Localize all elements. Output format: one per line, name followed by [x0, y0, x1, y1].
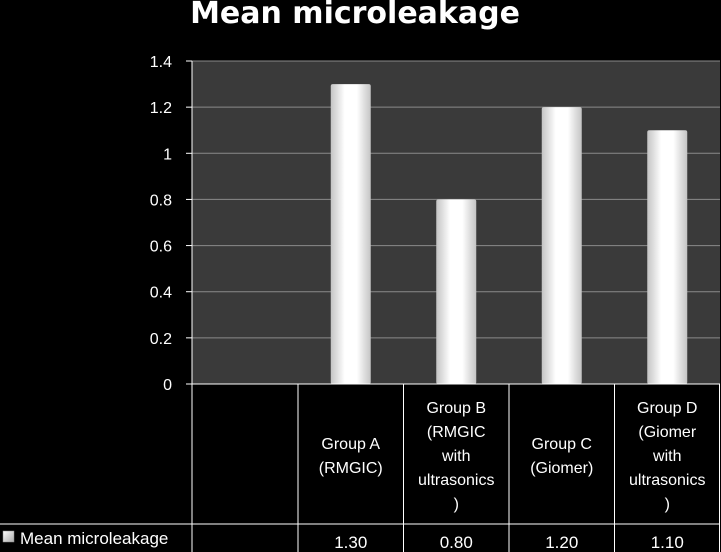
- x-category-label-line: ultrasonics: [418, 472, 494, 489]
- x-category-label-line: with: [652, 448, 681, 465]
- data-value-label: 1.10: [651, 533, 684, 552]
- x-category-label: Group D (Giomer with ultrasonics): [629, 400, 705, 513]
- chart-title: Mean microleakage: [190, 0, 520, 31]
- x-category-label-line: ): [665, 496, 670, 513]
- data-value-label: 1.20: [545, 533, 578, 552]
- y-tick-label: 0.2: [150, 331, 172, 348]
- y-tick-label: 0.8: [150, 192, 172, 209]
- y-tick-label: 0.6: [150, 239, 172, 256]
- y-tick-label: 0.4: [150, 285, 172, 302]
- x-category-label-line: ultrasonics: [629, 472, 705, 489]
- x-category-label-line: (Giomer): [530, 460, 593, 477]
- y-tick-label: 1: [163, 146, 172, 163]
- y-tick-label: 0: [163, 377, 172, 394]
- x-category-label-line: Group A: [321, 436, 380, 453]
- y-tick-label: 1.4: [150, 54, 172, 71]
- x-category-label: Group C (Giomer): [530, 436, 593, 477]
- x-category-label-line: Group D: [637, 400, 697, 417]
- x-category-label-line: Group C: [532, 436, 592, 453]
- x-category-label-line: Group B: [426, 400, 486, 417]
- y-tick-label: 1.2: [150, 100, 172, 117]
- bar: [330, 84, 371, 385]
- legend-key: [2, 530, 15, 543]
- data-value-label: 0.80: [440, 533, 473, 552]
- bar: [647, 130, 688, 384]
- x-category-label-line: ): [454, 496, 459, 513]
- x-category-label-line: with: [441, 448, 470, 465]
- x-category-label-line: (RMGIC: [427, 424, 486, 441]
- x-category-label-line: (RMGIC): [319, 460, 383, 477]
- x-category-label: Group B (RMGIC with ultrasonics): [418, 400, 494, 513]
- data-value-label: 1.30: [334, 533, 367, 552]
- x-category-label-line: (Giomer: [638, 424, 696, 441]
- bar: [541, 107, 582, 385]
- bar: [436, 199, 477, 384]
- x-category-label: Group A (RMGIC): [319, 436, 383, 477]
- legend-label: Mean microleakage: [20, 529, 168, 548]
